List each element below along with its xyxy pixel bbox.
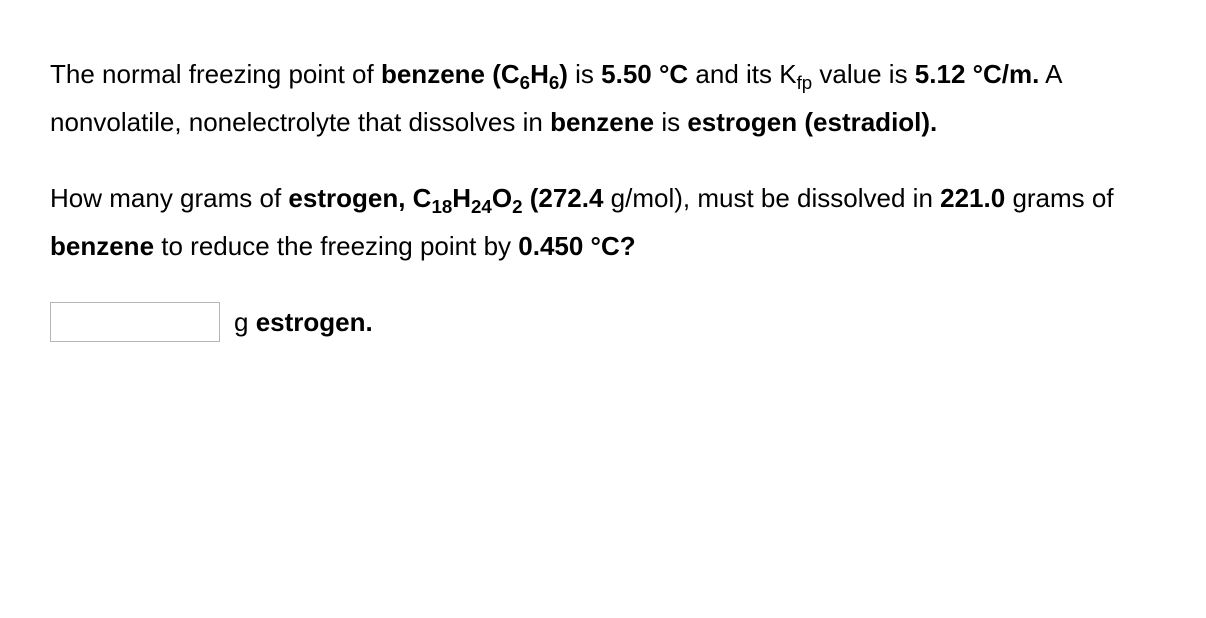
subscript: 6 bbox=[549, 72, 559, 93]
solvent-name-2: benzene bbox=[550, 107, 654, 137]
text: ) bbox=[559, 59, 568, 89]
paragraph-2: How many grams of estrogen, C18H24O2 (27… bbox=[50, 174, 1156, 270]
text: to reduce the freezing point by bbox=[154, 231, 518, 261]
text: (272.4 bbox=[522, 183, 603, 213]
answer-unit: g estrogen. bbox=[234, 298, 373, 346]
freezing-point-value: 5.50 °C bbox=[601, 59, 688, 89]
text: and its K bbox=[688, 59, 796, 89]
answer-input[interactable] bbox=[50, 302, 220, 342]
text: benzene (C bbox=[381, 59, 520, 89]
subscript: 6 bbox=[520, 72, 530, 93]
subscript: 2 bbox=[512, 196, 522, 217]
subscript: 18 bbox=[431, 196, 452, 217]
text: value is bbox=[812, 59, 915, 89]
text: How many grams of bbox=[50, 183, 288, 213]
answer-row: g estrogen. bbox=[50, 298, 1156, 346]
text: grams of bbox=[1005, 183, 1113, 213]
kfp-value: 5.12 °C/m. bbox=[915, 59, 1040, 89]
solute-name: estrogen (estradiol). bbox=[687, 107, 937, 137]
subscript: fp bbox=[797, 72, 813, 93]
text: estrogen. bbox=[256, 307, 373, 337]
text: O bbox=[492, 183, 512, 213]
solute-formula: estrogen, C18H24O2 (272.4 bbox=[288, 183, 603, 213]
subscript: 24 bbox=[471, 196, 492, 217]
text: g bbox=[234, 307, 256, 337]
text: is bbox=[568, 59, 601, 89]
delta-t-value: 0.450 °C? bbox=[518, 231, 635, 261]
text: g/mol), must be dissolved in bbox=[603, 183, 940, 213]
question-container: The normal freezing point of benzene (C6… bbox=[0, 0, 1206, 386]
paragraph-1: The normal freezing point of benzene (C6… bbox=[50, 50, 1156, 146]
text: estrogen, C bbox=[288, 183, 431, 213]
solvent-name-3: benzene bbox=[50, 231, 154, 261]
solvent-mass: 221.0 bbox=[940, 183, 1005, 213]
text: is bbox=[654, 107, 687, 137]
text: H bbox=[452, 183, 471, 213]
solvent-name: benzene (C6H6) bbox=[381, 59, 568, 89]
text: The normal freezing point of bbox=[50, 59, 381, 89]
text: H bbox=[530, 59, 549, 89]
